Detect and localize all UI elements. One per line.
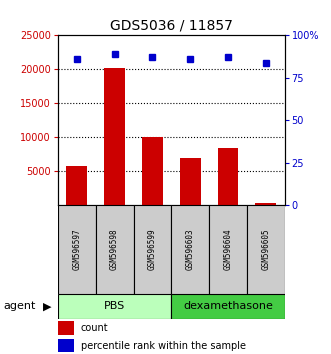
Text: count: count	[81, 323, 108, 333]
Text: dexamethasone: dexamethasone	[183, 301, 273, 311]
Title: GDS5036 / 11857: GDS5036 / 11857	[110, 19, 233, 33]
Bar	[58, 294, 171, 319]
Text: GSM596598: GSM596598	[110, 229, 119, 270]
Bar	[142, 137, 163, 205]
Text: GSM596604: GSM596604	[223, 229, 232, 270]
Bar	[247, 205, 285, 294]
Text: GSM596603: GSM596603	[186, 229, 195, 270]
Bar	[171, 205, 209, 294]
Text: PBS: PBS	[104, 301, 125, 311]
Text: GSM596605: GSM596605	[261, 229, 270, 270]
Bar	[104, 68, 125, 205]
Bar	[171, 294, 285, 319]
Text: percentile rank within the sample: percentile rank within the sample	[81, 341, 246, 350]
Bar	[96, 205, 133, 294]
Text: GSM596599: GSM596599	[148, 229, 157, 270]
Bar	[209, 205, 247, 294]
Bar	[180, 158, 201, 205]
Bar	[217, 148, 238, 205]
Text: agent: agent	[3, 301, 36, 311]
Bar	[133, 205, 171, 294]
Bar	[256, 202, 276, 205]
Bar	[67, 166, 87, 205]
Bar	[58, 321, 74, 335]
Text: ▶: ▶	[43, 301, 52, 311]
Bar	[58, 205, 96, 294]
Bar	[58, 339, 74, 352]
Text: GSM596597: GSM596597	[72, 229, 81, 270]
